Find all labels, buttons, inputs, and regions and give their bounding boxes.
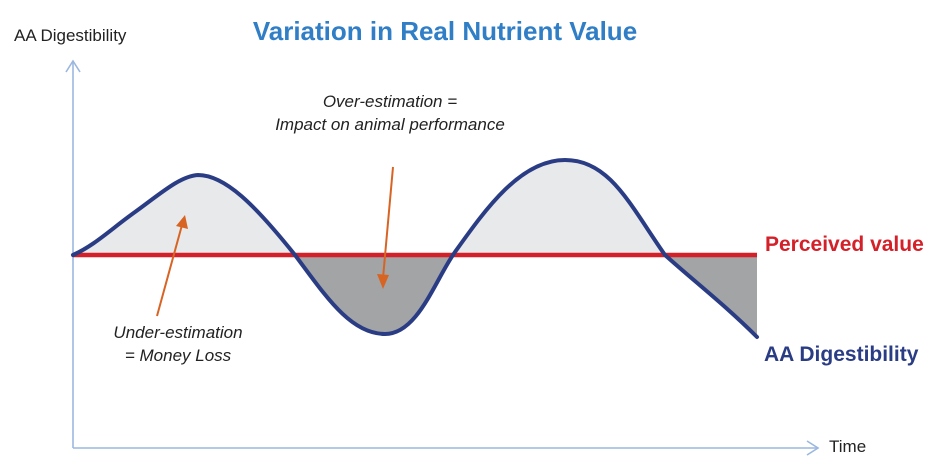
over-estimation-line-1: Over-estimation =: [322, 92, 458, 111]
x-axis-arrowhead: [806, 440, 820, 456]
chart-title: Variation in Real Nutrient Value: [252, 16, 638, 46]
over-estimation-arrow: [377, 166, 394, 289]
under-estimation-area: [73, 160, 757, 255]
under-estimation-line-2: = Money Loss: [124, 346, 232, 365]
y-axis-arrowhead: [65, 59, 81, 73]
y-axis-label: AA Digestibility: [14, 26, 127, 45]
under-estimation-arrow: [156, 215, 188, 317]
aa-digestibility-curve-label: AA Digestibility: [764, 343, 919, 366]
under-estimation-line-1: Under-estimation: [113, 323, 243, 342]
aa-digestibility-curve: [71, 158, 759, 339]
under-estimation-annotation: Under-estimation = Money Loss: [78, 321, 278, 367]
over-estimation-line-2: Impact on animal performance: [275, 115, 505, 134]
over-estimation-annotation: Over-estimation = Impact on animal perfo…: [240, 90, 540, 136]
x-axis-label: Time: [829, 437, 867, 456]
over-estimation-area: [73, 255, 757, 337]
perceived-value-label: Perceived value: [765, 233, 924, 256]
